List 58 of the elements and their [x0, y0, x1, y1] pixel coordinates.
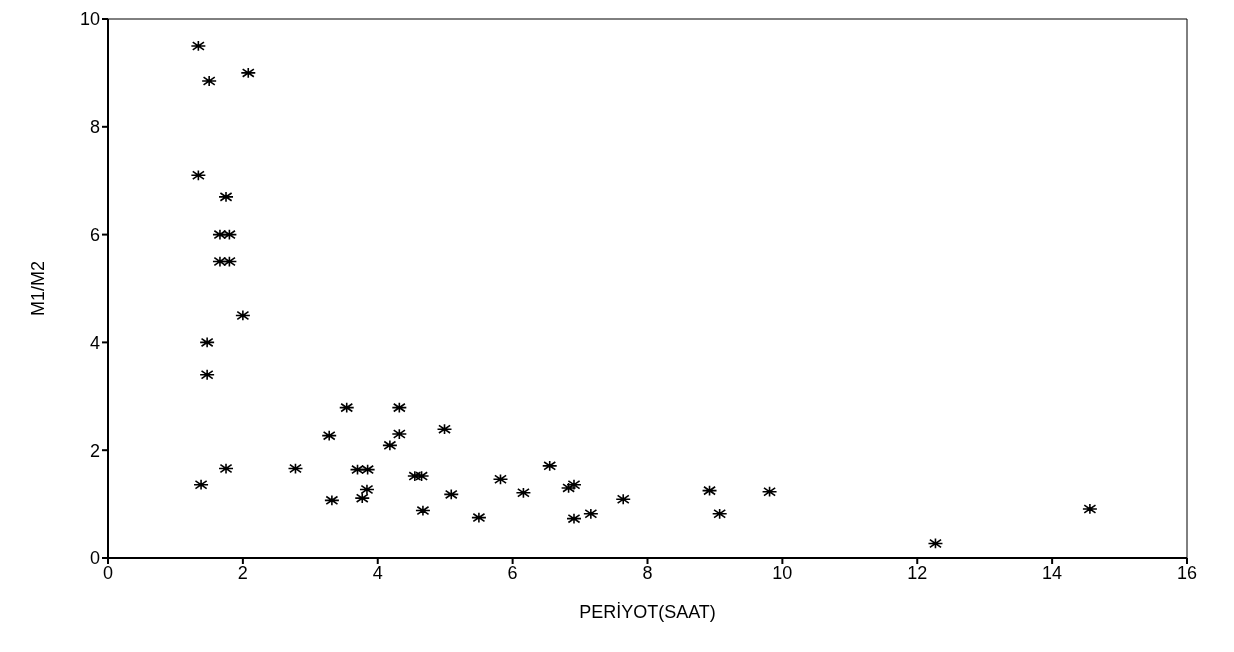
point	[338, 401, 355, 414]
x-tick-label: 6	[507, 562, 518, 583]
point	[218, 462, 234, 475]
x-tick-label: 0	[102, 562, 114, 583]
point	[560, 482, 577, 494]
y-tick-label: 0	[89, 548, 100, 569]
point	[413, 470, 430, 482]
point	[287, 462, 304, 475]
y-tick-label: 2	[89, 440, 100, 461]
point	[761, 486, 778, 498]
point	[927, 537, 944, 550]
point	[193, 479, 209, 491]
x-tick-label: 10	[772, 562, 793, 583]
point	[443, 488, 460, 501]
point	[566, 512, 582, 525]
x-tick-label: 8	[642, 562, 653, 583]
point	[221, 228, 238, 241]
point	[583, 508, 599, 520]
point	[391, 428, 408, 440]
point	[354, 492, 371, 504]
point	[190, 169, 207, 182]
point	[382, 439, 398, 452]
point	[321, 429, 337, 442]
point	[615, 493, 632, 505]
point	[492, 473, 509, 486]
x-tick-label: 16	[1176, 562, 1198, 583]
y-axis-title: M1/M2	[28, 260, 49, 317]
point	[359, 483, 375, 496]
y-tick-label: 8	[89, 117, 100, 138]
point	[515, 487, 532, 499]
point	[415, 504, 431, 517]
x-axis-title: PERİYOT(SAAT)	[579, 602, 716, 622]
point	[199, 369, 215, 381]
point	[711, 508, 728, 520]
point	[240, 67, 257, 79]
x-tick-label: 14	[1042, 562, 1063, 583]
point	[471, 511, 487, 524]
point	[407, 470, 423, 482]
point	[1082, 503, 1098, 515]
x-tick-label: 12	[907, 562, 928, 583]
point	[701, 484, 718, 497]
point	[201, 75, 217, 87]
y-tick-label: 10	[79, 9, 100, 30]
x-tick-label: 4	[372, 562, 383, 583]
y-tick-label: 6	[89, 224, 100, 245]
point	[221, 255, 238, 268]
x-tick-label: 2	[237, 562, 248, 583]
y-tick-label: 4	[89, 332, 100, 353]
point	[566, 479, 582, 491]
point	[324, 494, 340, 507]
point	[235, 309, 251, 322]
point	[436, 423, 453, 435]
point	[359, 463, 376, 476]
point	[218, 191, 234, 203]
point	[199, 336, 215, 349]
point	[541, 460, 558, 472]
point	[190, 40, 207, 52]
point	[391, 401, 408, 414]
